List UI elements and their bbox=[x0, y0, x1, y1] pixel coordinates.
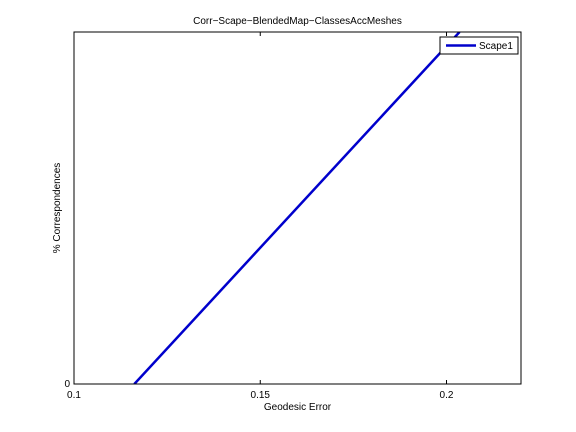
x-tick-label: 0.15 bbox=[251, 390, 271, 401]
x-tick-label: 0.2 bbox=[440, 390, 454, 401]
legend-label: Scape1 bbox=[479, 41, 513, 52]
series-line-scape1 bbox=[133, 32, 461, 384]
y-axis-ticks: 0 bbox=[64, 379, 521, 390]
y-axis-label: % Correspondences bbox=[52, 163, 63, 254]
series-layer bbox=[133, 32, 461, 384]
plot-frame bbox=[73, 31, 522, 385]
x-axis-ticks: 0.1 0.15 0.2 bbox=[67, 32, 454, 401]
legend-box bbox=[439, 36, 519, 55]
legend: Scape1 bbox=[439, 36, 519, 55]
x-tick-label: 0.1 bbox=[67, 390, 81, 401]
x-axis-label: Geodesic Error bbox=[264, 402, 332, 413]
y-tick-label: 0 bbox=[64, 379, 70, 390]
chart-title: Corr−Scape−BlendedMap−ClassesAccMeshes bbox=[193, 16, 402, 27]
